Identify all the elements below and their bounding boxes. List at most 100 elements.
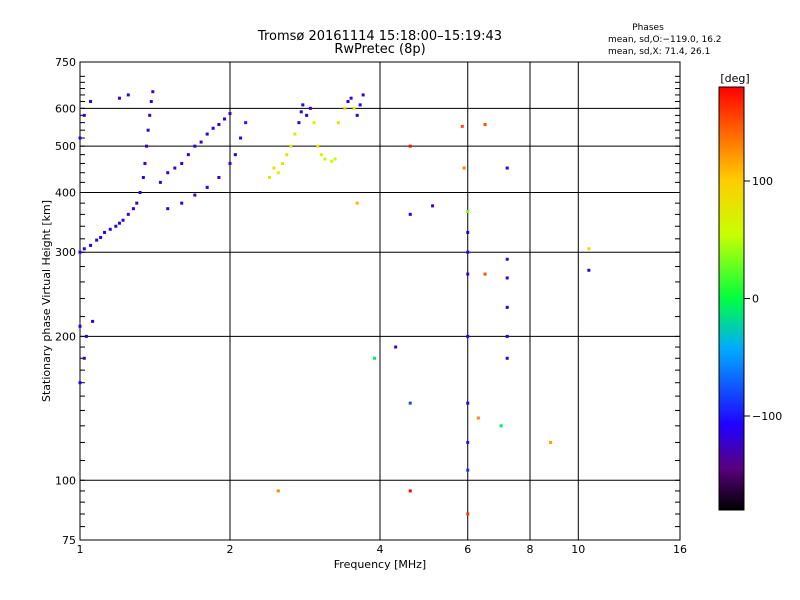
chart-subtitle: RwPretec (8p) <box>334 42 425 57</box>
data-point <box>82 113 86 117</box>
data-point <box>466 230 470 234</box>
data-point <box>78 381 82 385</box>
y-tick-label: 500 <box>55 140 76 153</box>
data-point <box>505 305 509 309</box>
data-point <box>78 136 82 140</box>
data-point <box>355 113 359 117</box>
data-point <box>462 166 466 170</box>
data-point <box>336 121 340 125</box>
data-point <box>205 185 209 189</box>
data-point <box>431 204 435 208</box>
data-point <box>84 334 88 338</box>
data-point <box>408 401 412 405</box>
x-tick-label: 2 <box>227 543 234 556</box>
data-point <box>319 153 323 157</box>
data-point <box>349 96 353 100</box>
data-point <box>114 224 118 228</box>
data-point <box>466 401 470 405</box>
data-point <box>89 100 93 104</box>
data-point <box>103 230 107 234</box>
axis-ticks: 1 2 4 6 8 10 16 75 100 200 300 400 500 600 750 <box>55 56 687 556</box>
data-point <box>193 144 197 148</box>
data-point <box>285 153 289 157</box>
data-point <box>211 126 215 130</box>
data-point <box>343 106 347 110</box>
x-tick-label: 8 <box>527 543 534 556</box>
info-line-1: mean, sd,O:−119.0, 16.2 <box>608 35 722 45</box>
data-point <box>305 113 309 117</box>
data-point <box>587 268 591 272</box>
data-point <box>95 238 99 242</box>
data-point <box>173 166 177 170</box>
data-point <box>138 190 142 194</box>
data-point <box>346 100 350 104</box>
data-point <box>166 207 170 211</box>
data-point <box>323 157 327 161</box>
data-point <box>355 201 359 205</box>
data-point <box>483 272 487 276</box>
data-point <box>466 210 470 214</box>
data-point <box>223 117 227 121</box>
colorbar-tick-label: 100 <box>752 175 773 188</box>
data-point <box>301 103 305 107</box>
data-point <box>108 227 112 231</box>
x-tick-label: 4 <box>377 543 384 556</box>
data-point <box>135 201 139 205</box>
data-point <box>126 93 130 97</box>
data-point <box>460 124 464 128</box>
data-point <box>272 166 276 170</box>
colorbar-label: [deg] <box>720 72 749 85</box>
chart-title: Tromsø 20161114 15:18:00–15:19:43 <box>257 29 502 44</box>
data-point <box>466 468 470 472</box>
data-point <box>141 175 145 179</box>
data-point <box>466 512 470 516</box>
data-point <box>78 324 82 328</box>
data-point <box>312 121 316 125</box>
data-point <box>361 93 365 97</box>
data-point <box>499 424 503 428</box>
data-point <box>186 153 190 157</box>
data-point <box>199 140 203 144</box>
colorbar <box>718 86 745 511</box>
data-point <box>78 250 82 254</box>
y-tick-label: 100 <box>55 474 76 487</box>
data-point <box>180 161 184 165</box>
data-point <box>408 489 412 493</box>
data-point <box>297 121 301 125</box>
data-point <box>228 161 232 165</box>
data-point <box>217 123 221 127</box>
data-point <box>476 416 480 420</box>
x-tick-label: 16 <box>673 543 687 556</box>
data-point <box>352 106 356 110</box>
data-point <box>394 345 398 349</box>
y-tick-label: 750 <box>55 56 76 69</box>
data-point <box>117 96 121 100</box>
data-point <box>117 221 121 225</box>
data-point <box>299 110 303 114</box>
data-point <box>91 319 95 323</box>
y-tick-label: 400 <box>55 186 76 199</box>
data-point <box>193 193 197 197</box>
data-point <box>466 440 470 444</box>
y-tick-label: 200 <box>55 330 76 343</box>
data-point <box>151 90 155 94</box>
data-point <box>587 247 591 251</box>
data-point <box>333 157 337 161</box>
data-point <box>549 440 553 444</box>
data-point <box>505 257 509 261</box>
data-point <box>148 113 152 117</box>
data-point <box>145 144 149 148</box>
grid <box>79 61 681 541</box>
data-point <box>466 250 470 254</box>
info-line-2: mean, sd,X: 71.4, 26.1 <box>608 47 710 57</box>
data-point <box>408 144 412 148</box>
data-point <box>293 132 297 136</box>
x-tick-label: 1 <box>77 543 84 556</box>
data-point <box>505 356 509 360</box>
data-point <box>143 161 147 165</box>
data-point <box>330 159 334 163</box>
data-point <box>373 356 377 360</box>
data-point <box>505 334 509 338</box>
data-point <box>149 100 153 104</box>
